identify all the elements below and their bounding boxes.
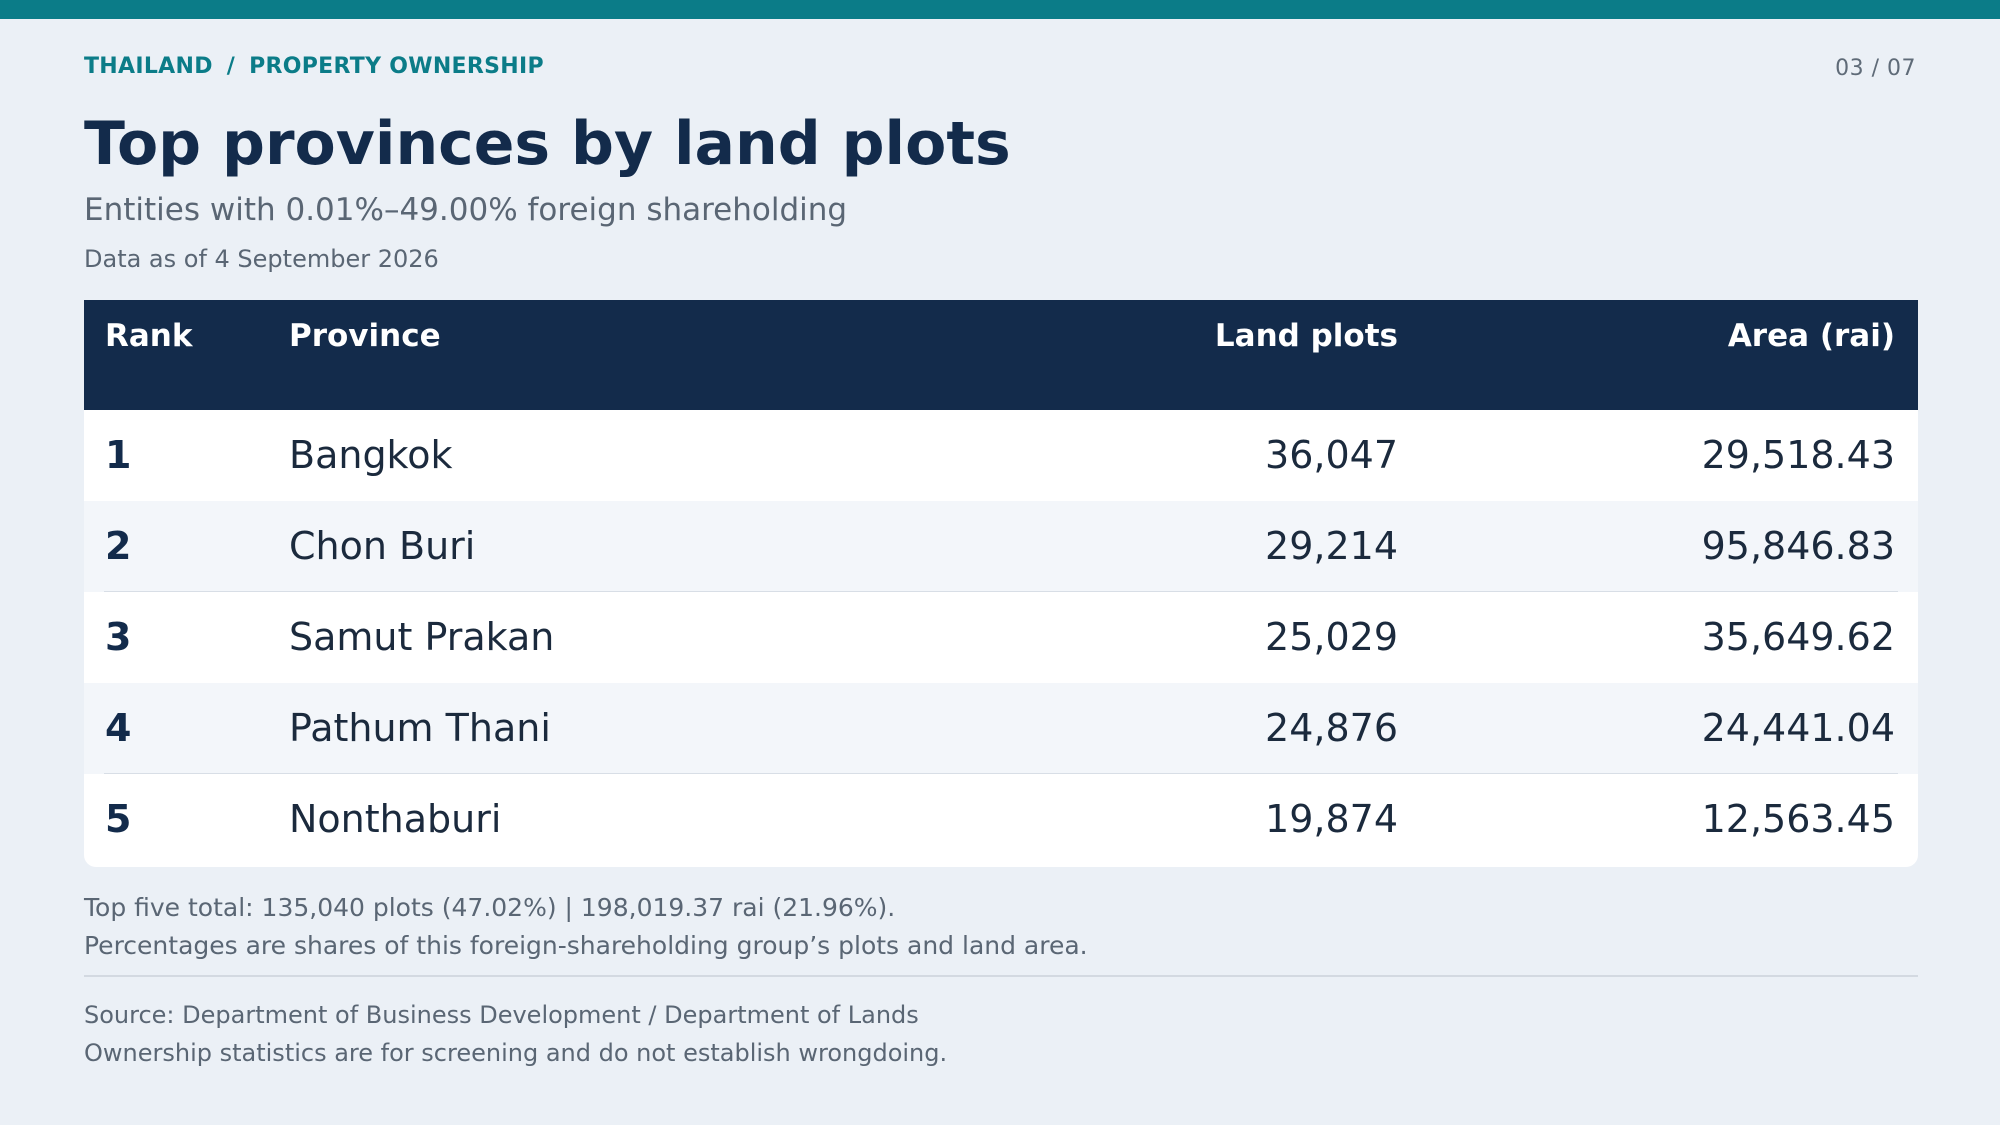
- column-header-province: Province: [289, 318, 441, 354]
- area-cell: 35,649.62: [1701, 615, 1895, 659]
- land-plots-cell: 36,047: [1265, 433, 1398, 477]
- source-line: Source: Department of Business Developme…: [84, 1001, 919, 1029]
- percentage-note: Percentages are shares of this foreign-s…: [84, 931, 1088, 960]
- rank-cell: 1: [105, 433, 132, 477]
- rank-cell: 2: [105, 524, 132, 568]
- area-cell: 24,441.04: [1701, 706, 1895, 750]
- table-row: 3 Samut Prakan 25,029 35,649.62: [84, 592, 1918, 683]
- table-row: 4 Pathum Thani 24,876 24,441.04: [84, 683, 1918, 774]
- rank-cell: 4: [105, 706, 132, 750]
- area-cell: 12,563.45: [1701, 797, 1895, 841]
- section-divider: [84, 975, 1918, 977]
- table-header: Rank Province Land plots Area (rai): [84, 300, 1918, 410]
- area-cell: 95,846.83: [1701, 524, 1895, 568]
- land-plots-cell: 24,876: [1265, 706, 1398, 750]
- area-cell: 29,518.43: [1701, 433, 1895, 477]
- province-cell: Pathum Thani: [289, 706, 551, 750]
- province-cell: Nonthaburi: [289, 797, 502, 841]
- province-cell: Chon Buri: [289, 524, 476, 568]
- row-divider: [104, 591, 1898, 592]
- table-row: 5 Nonthaburi 19,874 12,563.45: [84, 774, 1918, 865]
- land-plots-cell: 29,214: [1265, 524, 1398, 568]
- column-header-area: Area (rai): [1727, 318, 1895, 354]
- breadcrumb-item-topic[interactable]: PROPERTY OWNERSHIP: [249, 54, 544, 79]
- provinces-table: Rank Province Land plots Area (rai) 1 Ba…: [84, 300, 1918, 867]
- disclaimer-line: Ownership statistics are for screening a…: [84, 1039, 948, 1067]
- data-date: Data as of 4 September 2026: [84, 245, 439, 273]
- row-divider: [104, 773, 1898, 774]
- rank-cell: 3: [105, 615, 132, 659]
- province-cell: Samut Prakan: [289, 615, 555, 659]
- table-row: 2 Chon Buri 29,214 95,846.83: [84, 501, 1918, 592]
- breadcrumb-item-country[interactable]: THAILAND: [84, 54, 213, 79]
- totals-note: Top five total: 135,040 plots (47.02%) |…: [84, 893, 896, 922]
- table-row: 1 Bangkok 36,047 29,518.43: [84, 410, 1918, 501]
- accent-top-bar: [0, 0, 2000, 19]
- land-plots-cell: 19,874: [1265, 797, 1398, 841]
- land-plots-cell: 25,029: [1265, 615, 1398, 659]
- page-title: Top provinces by land plots: [84, 109, 1011, 179]
- page-counter: 03 / 07: [1835, 56, 1916, 81]
- breadcrumb: THAILAND / PROPERTY OWNERSHIP: [84, 54, 544, 82]
- column-header-land-plots: Land plots: [1214, 318, 1398, 354]
- breadcrumb-separator: /: [226, 54, 236, 79]
- rank-cell: 5: [105, 797, 132, 841]
- column-header-rank: Rank: [105, 318, 193, 354]
- page-subtitle: Entities with 0.01%–49.00% foreign share…: [84, 192, 848, 228]
- province-cell: Bangkok: [289, 433, 453, 477]
